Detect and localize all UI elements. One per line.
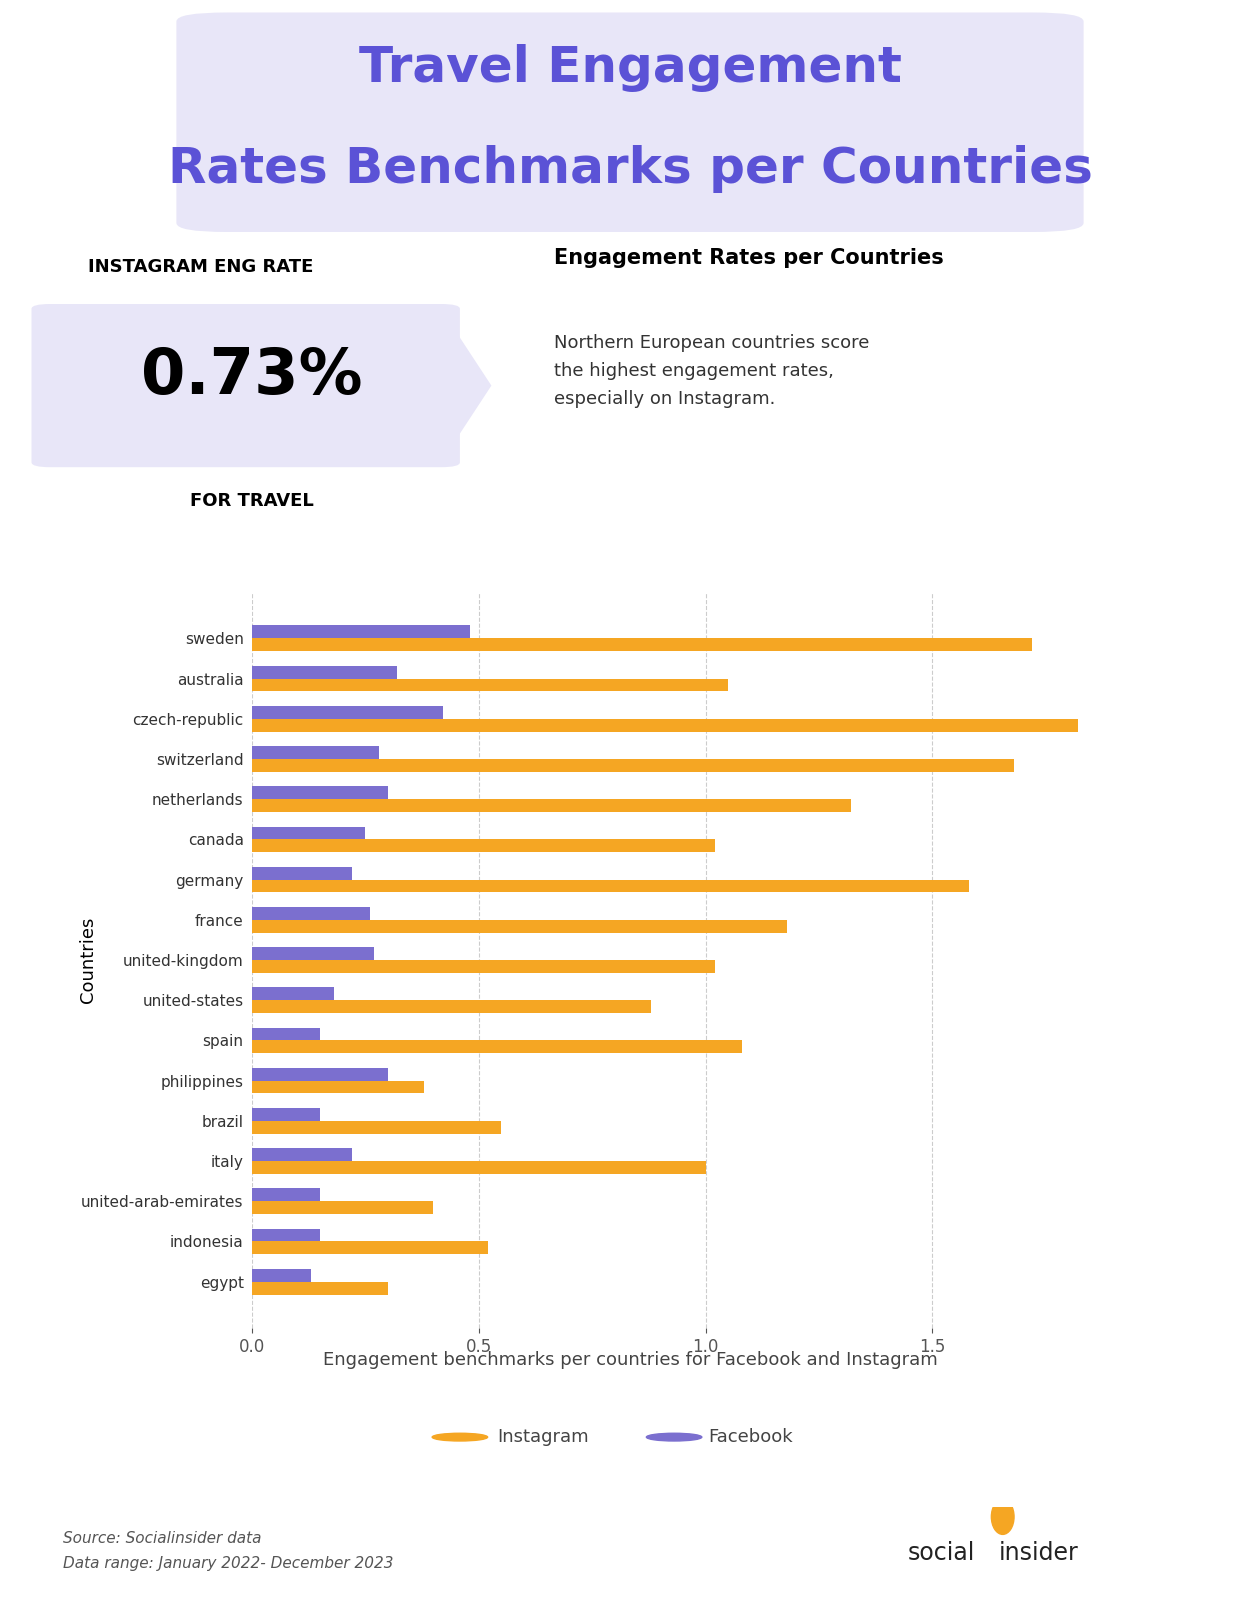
- Text: Facebook: Facebook: [708, 1429, 793, 1446]
- Bar: [252, 840, 714, 853]
- Bar: [252, 1162, 706, 1174]
- Bar: [252, 1027, 320, 1040]
- Circle shape: [646, 1434, 702, 1442]
- Bar: [252, 666, 397, 678]
- Text: insider: insider: [999, 1541, 1079, 1565]
- Bar: [252, 1080, 425, 1093]
- Text: Northern European countries score
the highest engagement rates,
especially on In: Northern European countries score the hi…: [554, 334, 869, 408]
- Bar: [252, 1067, 388, 1080]
- Bar: [252, 1040, 742, 1053]
- Polygon shape: [441, 309, 491, 462]
- Bar: [252, 638, 1032, 651]
- Text: INSTAGRAM ENG RATE: INSTAGRAM ENG RATE: [88, 258, 314, 275]
- Text: Engagement benchmarks per countries for Facebook and Instagram: Engagement benchmarks per countries for …: [323, 1350, 937, 1368]
- FancyBboxPatch shape: [32, 304, 460, 467]
- Bar: [252, 960, 714, 973]
- Bar: [252, 907, 370, 920]
- Bar: [252, 1202, 433, 1214]
- Text: Instagram: Instagram: [498, 1429, 590, 1446]
- Bar: [252, 1229, 320, 1242]
- Bar: [252, 1000, 651, 1013]
- Bar: [252, 1189, 320, 1202]
- FancyBboxPatch shape: [176, 13, 1084, 232]
- Text: social: social: [907, 1541, 974, 1565]
- Circle shape: [432, 1434, 488, 1442]
- Text: Source: Socialinsider data
Data range: January 2022- December 2023: Source: Socialinsider data Data range: J…: [63, 1531, 393, 1571]
- Text: Travel Engagement: Travel Engagement: [359, 45, 901, 93]
- Bar: [252, 746, 379, 758]
- Bar: [252, 718, 1077, 731]
- Text: Engagement Rates per Countries: Engagement Rates per Countries: [554, 248, 944, 267]
- Text: Countries: Countries: [79, 917, 97, 1003]
- Bar: [252, 947, 374, 960]
- Bar: [252, 827, 365, 840]
- Bar: [252, 1269, 311, 1282]
- Bar: [252, 880, 969, 893]
- Text: FOR TRAVEL: FOR TRAVEL: [190, 491, 314, 510]
- Bar: [252, 1149, 352, 1162]
- Bar: [252, 867, 352, 880]
- Bar: [252, 758, 1014, 771]
- Bar: [252, 706, 442, 718]
- Bar: [252, 798, 850, 813]
- Bar: [252, 1242, 488, 1254]
- Bar: [252, 626, 470, 638]
- Bar: [252, 920, 788, 933]
- Text: Rates Benchmarks per Countries: Rates Benchmarks per Countries: [168, 146, 1092, 194]
- Ellipse shape: [992, 1499, 1014, 1534]
- Text: 0.73%: 0.73%: [141, 346, 363, 406]
- Bar: [252, 987, 334, 1000]
- Bar: [252, 786, 388, 798]
- Bar: [252, 678, 728, 691]
- Bar: [252, 1122, 501, 1134]
- Bar: [252, 1107, 320, 1122]
- Bar: [252, 1282, 388, 1294]
